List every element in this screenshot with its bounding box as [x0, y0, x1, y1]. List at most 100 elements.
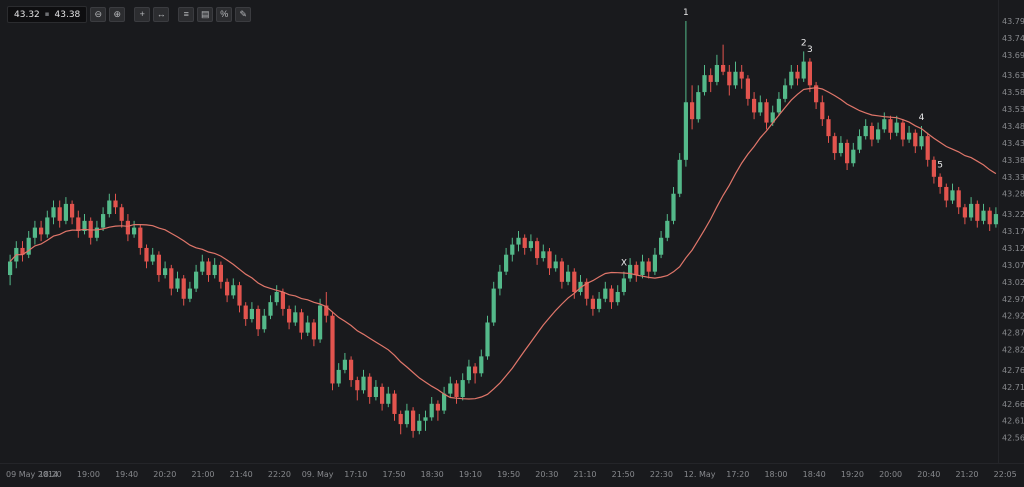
candle-body: [318, 305, 323, 340]
candle-body: [733, 71, 738, 86]
candle-body: [460, 380, 465, 398]
bid-price: 43.32: [14, 9, 40, 20]
candle-body: [888, 119, 893, 133]
time-tick-label: 17:10: [344, 470, 367, 479]
price-tick-label: 43.17: [1002, 227, 1024, 236]
candle-body: [429, 403, 434, 418]
candle-body: [367, 376, 372, 398]
candle-body: [851, 149, 856, 164]
candle-body: [745, 78, 750, 99]
candle-body: [237, 285, 242, 306]
candle-body: [758, 102, 763, 113]
crosshair-button[interactable]: +: [134, 7, 151, 22]
candle-body: [280, 291, 285, 309]
candle-body: [485, 322, 490, 357]
time-tick-label: 19:10: [459, 470, 482, 479]
time-tick-label: 21:50: [612, 470, 635, 479]
candle-body: [243, 305, 248, 320]
price-tick-label: 43.58: [1002, 88, 1024, 97]
candle-body: [597, 298, 602, 309]
candle-body: [628, 264, 633, 279]
candle-body: [175, 278, 180, 289]
candle-body: [826, 119, 831, 137]
candle-body: [559, 261, 564, 282]
candle-body: [770, 112, 775, 123]
time-tick-label: 20:30: [535, 470, 558, 479]
candle-body: [876, 129, 881, 140]
candle-body: [26, 237, 31, 255]
annotation-label: X: [621, 259, 627, 269]
draw-button[interactable]: ✎: [235, 7, 252, 22]
chart-type-button[interactable]: ▤: [197, 7, 214, 22]
pan-button[interactable]: ↔: [153, 7, 170, 22]
zoom-out-button[interactable]: ⊖: [90, 7, 107, 22]
indicators-button[interactable]: ≡: [178, 7, 195, 22]
pan-icon: ↔: [156, 9, 166, 19]
zoom-in-button[interactable]: ⊕: [109, 7, 126, 22]
candle-body: [956, 190, 961, 208]
chart-toolbar: 43.32 ▪ 43.38 ⊖ ⊕ + ↔ ≡ ▤ % ✎: [7, 6, 252, 23]
candle-body: [987, 210, 992, 225]
candle-body: [993, 214, 998, 225]
time-tick-label: 17:20: [726, 470, 749, 479]
candle-body: [82, 220, 87, 231]
price-tick-label: 42.97: [1002, 295, 1024, 304]
price-tick-label: 42.56: [1002, 434, 1024, 443]
candle-body: [590, 298, 595, 309]
candle-body: [466, 366, 471, 381]
candle-body: [727, 71, 732, 86]
candle-body: [181, 278, 186, 299]
candle-body: [392, 393, 397, 414]
price-axis[interactable]: 43.79 43.74 43.69 43.63 43.58 43.53 43.48 43.43…: [1002, 17, 1024, 443]
candle-body: [442, 393, 447, 411]
candle-body: [336, 369, 341, 384]
candle-body: [45, 217, 50, 235]
time-tick-label: 21:10: [573, 470, 596, 479]
candle-body: [101, 214, 106, 228]
candle-body: [634, 264, 639, 276]
price-tick-label: 43.02: [1002, 278, 1024, 287]
price-tick-label: 42.66: [1002, 400, 1024, 409]
time-tick-label: 19:40: [115, 470, 138, 479]
price-tick-label: 43.48: [1002, 122, 1024, 131]
zoom-out-icon: ⊖: [94, 9, 103, 19]
time-tick-label: 09 May 2014: [6, 470, 58, 479]
candle-body: [355, 380, 360, 391]
price-tick-label: 43.12: [1002, 244, 1024, 253]
candle-body: [721, 64, 726, 72]
candle-body: [677, 159, 682, 194]
candle-body: [187, 288, 192, 299]
price-tick-label: 42.71: [1002, 383, 1024, 392]
candle-body: [163, 268, 168, 276]
chart-type-icon: ▤: [201, 9, 210, 19]
percent-scale-button[interactable]: %: [216, 7, 233, 22]
candle-body: [919, 136, 924, 147]
crosshair-icon: +: [139, 9, 145, 19]
indicators-icon: ≡: [183, 9, 189, 19]
candle-body: [39, 227, 44, 235]
price-tick-label: 43.07: [1002, 261, 1024, 270]
candle-body: [572, 271, 577, 292]
time-tick-label: 19:00: [77, 470, 100, 479]
candle-body: [63, 203, 68, 221]
price-tick-label: 43.43: [1002, 139, 1024, 148]
ask-price: 43.38: [54, 9, 81, 20]
annotation-label: 3: [807, 45, 813, 55]
candle-body: [969, 203, 974, 218]
candle-body: [274, 291, 279, 303]
time-tick-label: 17:50: [382, 470, 405, 479]
candle-body: [349, 359, 354, 381]
percent-scale-icon: %: [220, 9, 229, 19]
candle-body: [169, 268, 174, 289]
candle-body: [609, 288, 614, 303]
time-tick-label: 20:40: [917, 470, 940, 479]
time-tick-label: 21:40: [230, 470, 253, 479]
candle-body: [324, 305, 329, 316]
candle-body: [845, 142, 850, 164]
candle-body: [70, 203, 75, 218]
time-tick-label: 20:00: [879, 470, 902, 479]
candle-body: [857, 136, 862, 150]
